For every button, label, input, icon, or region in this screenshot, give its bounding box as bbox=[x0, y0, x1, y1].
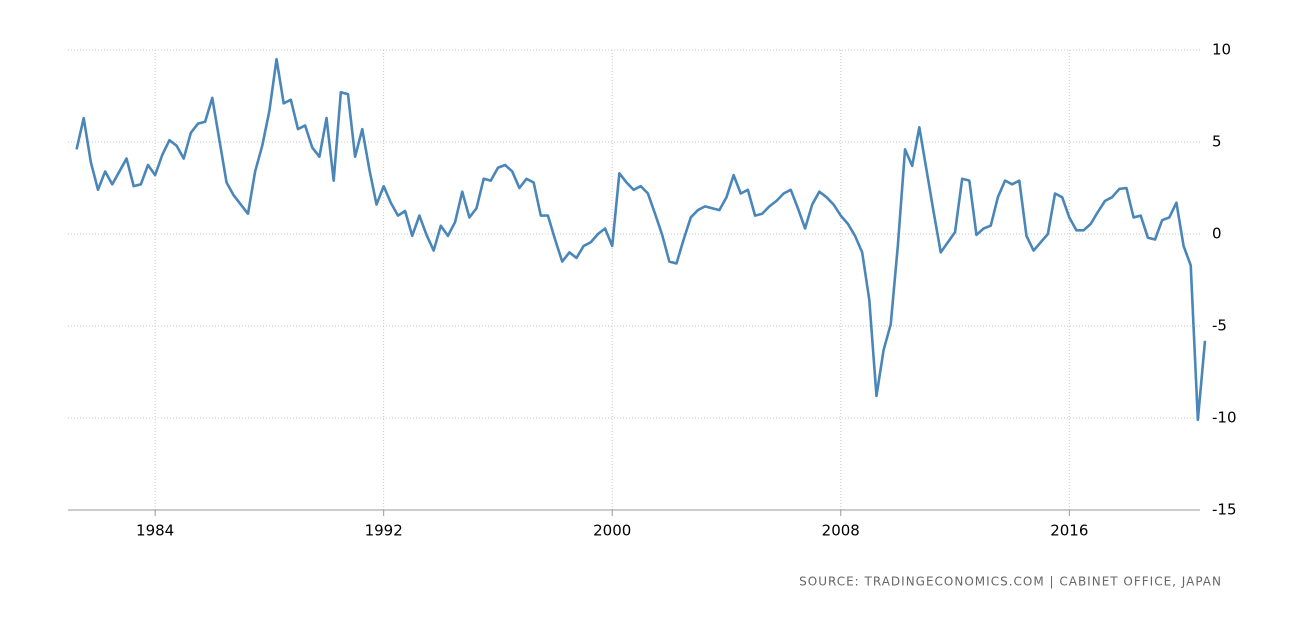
y-tick-label: -5 bbox=[1212, 317, 1227, 335]
x-tick-label: 2008 bbox=[822, 522, 860, 540]
y-tick-label: -15 bbox=[1212, 501, 1237, 519]
x-tick-label: 2000 bbox=[593, 522, 631, 540]
y-tick-label: 0 bbox=[1212, 225, 1222, 243]
x-tick-label: 2016 bbox=[1050, 522, 1088, 540]
x-tick-label: 1992 bbox=[365, 522, 403, 540]
x-tick-label: 1984 bbox=[136, 522, 174, 540]
y-tick-label: 10 bbox=[1212, 41, 1231, 59]
y-tick-label: 5 bbox=[1212, 133, 1222, 151]
y-tick-label: -10 bbox=[1212, 409, 1237, 427]
source-note: SOURCE: TRADINGECONOMICS.COM | CABINET O… bbox=[799, 575, 1222, 589]
data-line bbox=[75, 57, 1207, 422]
